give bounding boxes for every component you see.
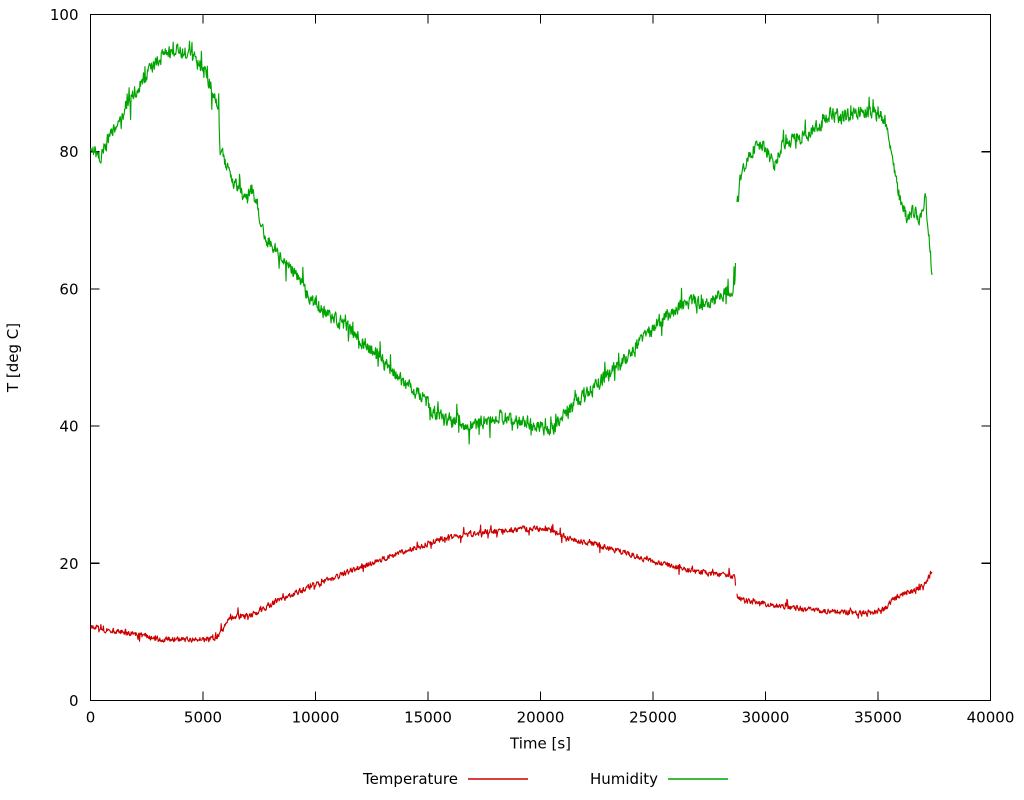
- y-tick-label: 40: [59, 418, 78, 436]
- x-tick-label: 0: [86, 709, 96, 727]
- axis-labels: Time [s] T [deg C]: [4, 323, 571, 753]
- chart-legend: Temperature Humidity: [362, 770, 728, 788]
- y-axis-title: T [deg C]: [4, 323, 22, 393]
- x-tick-label: 25000: [629, 709, 677, 727]
- x-tick-label: 35000: [854, 709, 902, 727]
- series-line-temperature: [90, 523, 933, 643]
- x-axis-ticks: 0 5000 10000 15000 20000 25000 30000 35000 40000: [86, 14, 1015, 727]
- plot-frame: [89, 13, 992, 702]
- y-tick-label: 80: [59, 143, 78, 161]
- y-tick-label: 20: [59, 555, 78, 573]
- x-tick-label: 15000: [404, 709, 452, 727]
- y-tick-label: 0: [69, 692, 79, 710]
- legend-label-humidity: Humidity: [590, 770, 658, 788]
- y-tick-label: 100: [50, 6, 79, 24]
- series-paths: [89, 40, 933, 643]
- x-tick-label: 20000: [517, 709, 565, 727]
- x-tick-label: 10000: [292, 709, 340, 727]
- x-tick-label: 40000: [967, 709, 1015, 727]
- x-axis-title: Time [s]: [509, 735, 571, 753]
- y-axis-ticks: 0 20 40 60 80 100: [50, 6, 991, 710]
- series-line-humidity: [89, 40, 933, 445]
- x-tick-label: 30000: [742, 709, 790, 727]
- y-tick-label: 60: [59, 280, 78, 298]
- x-tick-label: 5000: [184, 709, 222, 727]
- legend-label-temperature: Temperature: [362, 770, 458, 788]
- plot-border: [89, 13, 992, 702]
